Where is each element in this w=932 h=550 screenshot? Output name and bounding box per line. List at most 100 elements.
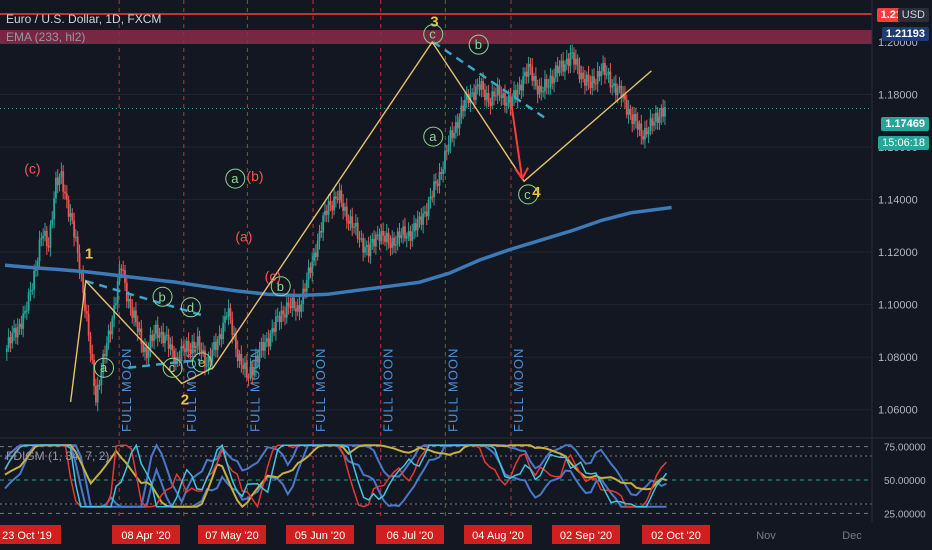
- candle-body: [156, 324, 159, 338]
- candle-body: [565, 58, 568, 65]
- candle-body: [596, 71, 599, 84]
- candle-body: [405, 236, 408, 239]
- candle-body: [264, 341, 266, 351]
- candle-body: [138, 328, 141, 333]
- wave-circle: [152, 286, 173, 307]
- candle-body: [91, 353, 94, 360]
- candle-body: [438, 171, 441, 186]
- candle-body: [442, 169, 445, 174]
- candle-body: [394, 244, 397, 246]
- candle-body: [287, 302, 290, 307]
- candle-body: [182, 345, 185, 349]
- candle-body: [114, 303, 117, 306]
- candle-body: [211, 349, 214, 362]
- candle-body: [582, 72, 585, 79]
- time-tick-label: 04 Aug '20: [472, 530, 524, 542]
- candle-body: [505, 102, 508, 106]
- candle-body: [318, 230, 321, 241]
- candle-body: [607, 71, 610, 75]
- candle-body: [309, 267, 312, 273]
- candle-body: [11, 332, 14, 344]
- candle-body: [234, 333, 237, 350]
- currency-button[interactable]: USD: [897, 8, 929, 22]
- wave-circle: [162, 357, 183, 378]
- wave-circle: [191, 352, 212, 373]
- candle-body: [7, 337, 10, 349]
- candle-body: [471, 92, 474, 94]
- candle-body: [133, 310, 135, 318]
- candle-body: [653, 121, 655, 126]
- candle-body: [491, 91, 494, 106]
- ema-legend: EMA (233, hl2): [6, 30, 86, 44]
- candle-body: [531, 66, 534, 81]
- time-tick-box: [0, 525, 61, 544]
- candle-body: [229, 308, 232, 320]
- wave-letter-label: c: [169, 360, 176, 375]
- candle-body: [338, 190, 341, 200]
- wave-number-label: 2: [181, 391, 189, 408]
- wave-circle: [270, 276, 291, 297]
- wave-circle: [423, 126, 444, 147]
- candle-body: [654, 112, 657, 122]
- candle-body: [244, 362, 246, 370]
- candle-body: [454, 122, 457, 133]
- wave-letter-label: c: [524, 187, 531, 202]
- price-tick-label: 1.08000: [878, 352, 918, 364]
- candle-body: [484, 89, 486, 101]
- wave-projection-line: [69, 40, 652, 402]
- candle-body: [162, 331, 165, 344]
- candle-body: [316, 240, 319, 257]
- wave-letter-label: b: [277, 279, 284, 294]
- candles[interactable]: [5, 44, 666, 412]
- candle-body: [93, 359, 95, 387]
- candle-body: [578, 65, 581, 80]
- candle-body: [33, 271, 35, 290]
- candle-body: [262, 342, 265, 351]
- last-price-tag: 1.17469: [881, 117, 929, 131]
- candle-body: [445, 150, 448, 152]
- candle-body: [47, 246, 50, 248]
- candle-body: [142, 344, 145, 353]
- candle-body: [351, 216, 354, 228]
- candle-body: [387, 232, 390, 244]
- candle-body: [334, 196, 337, 199]
- candle-body: [247, 377, 250, 379]
- candle-body: [533, 75, 535, 81]
- candle-body: [78, 253, 81, 274]
- candle-body: [527, 63, 530, 77]
- candle-body: [67, 199, 70, 217]
- candle-body: [35, 268, 37, 272]
- candle-body: [534, 75, 537, 86]
- time-tick-label: 07 May '20: [205, 530, 258, 542]
- candle-body: [358, 238, 361, 240]
- candle-body: [424, 211, 426, 214]
- candle-body: [594, 83, 597, 85]
- time-tick-label: 05 Jun '20: [295, 530, 345, 542]
- candle-body: [174, 357, 177, 365]
- candle-body: [269, 333, 272, 347]
- candle-body: [109, 330, 112, 335]
- candle-body: [273, 328, 275, 332]
- candle-body: [180, 345, 183, 362]
- price-tick-label: 1.12000: [878, 247, 918, 259]
- candle-body: [58, 176, 61, 186]
- candle-body: [631, 114, 634, 124]
- candle-body: [574, 58, 577, 65]
- candle-body: [24, 311, 26, 314]
- candle-body: [360, 238, 363, 240]
- candle-body: [171, 344, 174, 351]
- time-tick-box: [198, 525, 266, 544]
- candle-body: [560, 60, 563, 67]
- candle-body: [22, 313, 25, 329]
- candle-body: [544, 79, 546, 92]
- candle-body: [629, 109, 632, 115]
- candle-body: [293, 297, 295, 309]
- candle-body: [147, 349, 150, 359]
- candle-body: [327, 201, 330, 215]
- candle-body: [545, 79, 548, 88]
- candle-body: [274, 316, 277, 332]
- candle-body: [325, 210, 328, 215]
- candle-body: [194, 345, 197, 349]
- candle-body: [598, 71, 601, 77]
